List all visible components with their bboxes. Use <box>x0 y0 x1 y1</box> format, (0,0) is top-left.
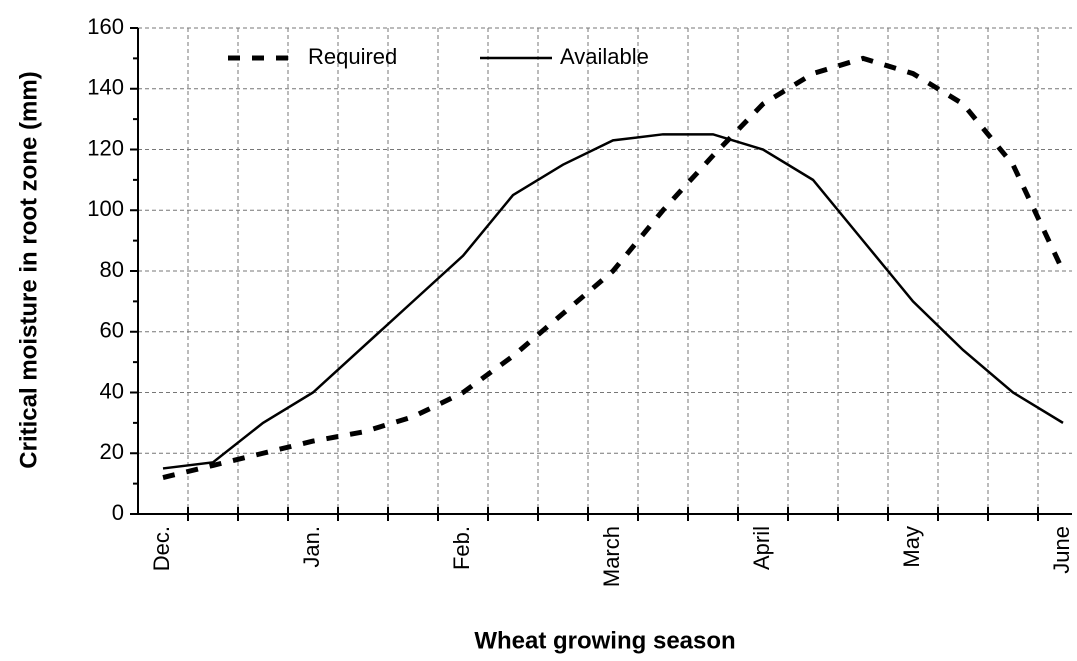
x-tick-label: Feb. <box>449 526 474 570</box>
series-line <box>162 133 1064 470</box>
x-axis-label: Wheat growing season <box>474 627 735 654</box>
x-tick-label: May <box>899 526 924 568</box>
y-tick-label: 40 <box>100 378 124 403</box>
y-tick-label: 120 <box>87 135 124 160</box>
y-tick-label: 160 <box>87 14 124 39</box>
x-tick-label: Dec. <box>149 526 174 571</box>
y-tick-label: 140 <box>87 75 124 100</box>
x-tick-label: Jan. <box>299 526 324 568</box>
x-tick-label: June <box>1049 526 1074 574</box>
y-axis-label: Critical moisture in root zone (mm) <box>15 71 42 468</box>
y-tick-label: 80 <box>100 257 124 282</box>
y-tick-label: 100 <box>87 196 124 221</box>
x-tick-label: March <box>599 526 624 587</box>
y-tick-label: 0 <box>112 500 124 525</box>
y-tick-label: 60 <box>100 318 124 343</box>
legend-label: Available <box>560 44 649 69</box>
series-line <box>162 55 1066 480</box>
x-tick-label: April <box>749 526 774 570</box>
y-tick-label: 20 <box>100 439 124 464</box>
legend-label: Required <box>308 44 397 69</box>
